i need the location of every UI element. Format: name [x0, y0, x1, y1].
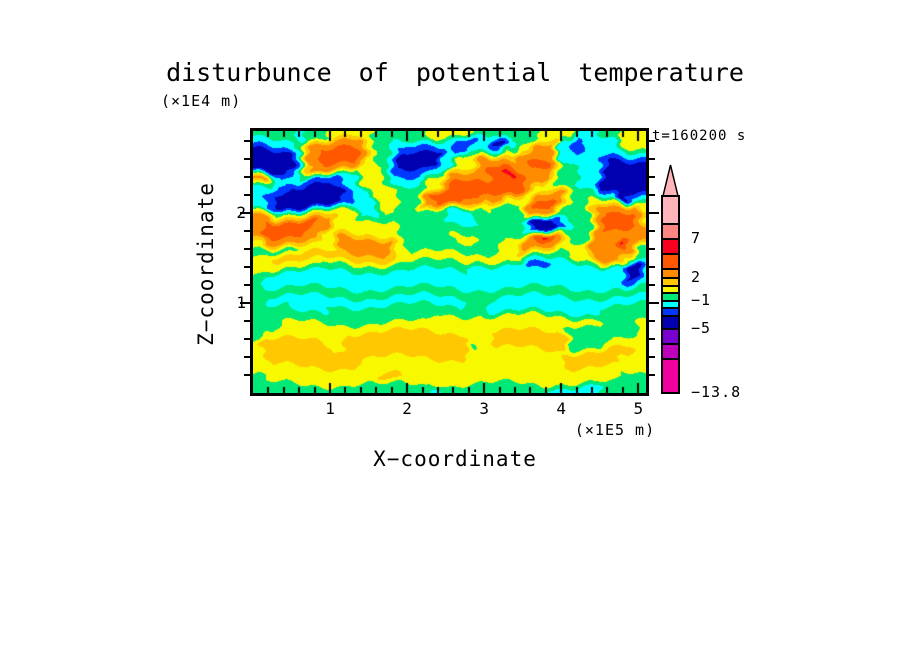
heatmap-canvas — [253, 131, 646, 393]
y-tick-mark — [240, 212, 250, 214]
colorbar — [660, 162, 684, 401]
y-tick-mark — [244, 338, 250, 340]
y-tick-mark — [649, 356, 655, 358]
x-axis-units-label: (×1E5 m) — [574, 421, 656, 439]
colorbar-segment-magenta — [661, 358, 680, 394]
x-tick-label: 1 — [325, 399, 335, 418]
x-axis-title: X−coordinate — [373, 447, 537, 471]
colorbar-tick-label: −1 — [691, 291, 712, 309]
y-tick-mark — [649, 266, 655, 268]
colorbar-scale — [661, 164, 680, 394]
y-tick-mark — [244, 248, 250, 250]
y-tick-mark — [240, 302, 250, 304]
y-tick-mark — [244, 158, 250, 160]
time-label: t=160200 s — [652, 128, 747, 144]
x-tick-label: 5 — [633, 399, 644, 418]
colorbar-segment-red-orange — [661, 253, 680, 270]
colorbar-segment-salmon — [661, 223, 680, 240]
colorbar-segment-red — [661, 238, 680, 255]
y-tick-mark — [649, 338, 655, 340]
y-tick-mark — [244, 176, 250, 178]
x-tick-label: 4 — [556, 399, 567, 418]
y-tick-mark — [649, 158, 655, 160]
colorbar-segment-green — [661, 292, 680, 302]
y-tick-mark — [649, 248, 655, 250]
y-tick-mark — [649, 284, 655, 286]
y-tick-mark — [244, 374, 250, 376]
x-tick-label: 2 — [402, 399, 412, 418]
x-tick-label: 3 — [479, 399, 489, 418]
colorbar-tick-label: 2 — [691, 268, 702, 286]
y-tick-mark — [649, 176, 655, 178]
y-tick-mark — [244, 230, 250, 232]
colorbar-arrow-icon — [662, 164, 679, 197]
y-tick-mark — [244, 284, 250, 286]
y-tick-mark — [244, 356, 250, 358]
y-tick-mark — [649, 374, 655, 376]
colorbar-segment-blue — [661, 307, 680, 317]
y-tick-mark — [244, 140, 250, 142]
colorbar-segment-yellow — [661, 285, 680, 294]
y-axis-title: Z−coordinate — [194, 182, 218, 346]
chart-title: disturbunce of potential temperature — [166, 58, 744, 87]
y-tick-mark — [244, 320, 250, 322]
y-tick-mark — [649, 320, 655, 322]
y-tick-mark — [649, 302, 659, 304]
colorbar-segment-pink — [661, 195, 680, 225]
plot-frame — [250, 128, 649, 396]
y-tick-mark — [244, 194, 250, 196]
colorbar-segment-purple — [661, 343, 680, 360]
y-tick-mark — [649, 194, 655, 196]
colorbar-segment-gold — [661, 277, 680, 287]
y-axis-units-label: (×1E4 m) — [161, 92, 242, 110]
colorbar-tick-label: −5 — [691, 319, 712, 337]
y-tick-mark — [244, 266, 250, 268]
colorbar-segment-orange — [661, 268, 680, 279]
colorbar-segment-violet — [661, 328, 680, 345]
y-tick-mark — [649, 230, 655, 232]
colorbar-segment-cyan — [661, 300, 680, 309]
colorbar-tick-label: −13.8 — [691, 383, 742, 401]
colorbar-segment-navy — [661, 315, 680, 330]
y-tick-mark — [649, 212, 659, 214]
y-tick-mark — [649, 140, 655, 142]
colorbar-tick-label: 7 — [691, 229, 702, 247]
